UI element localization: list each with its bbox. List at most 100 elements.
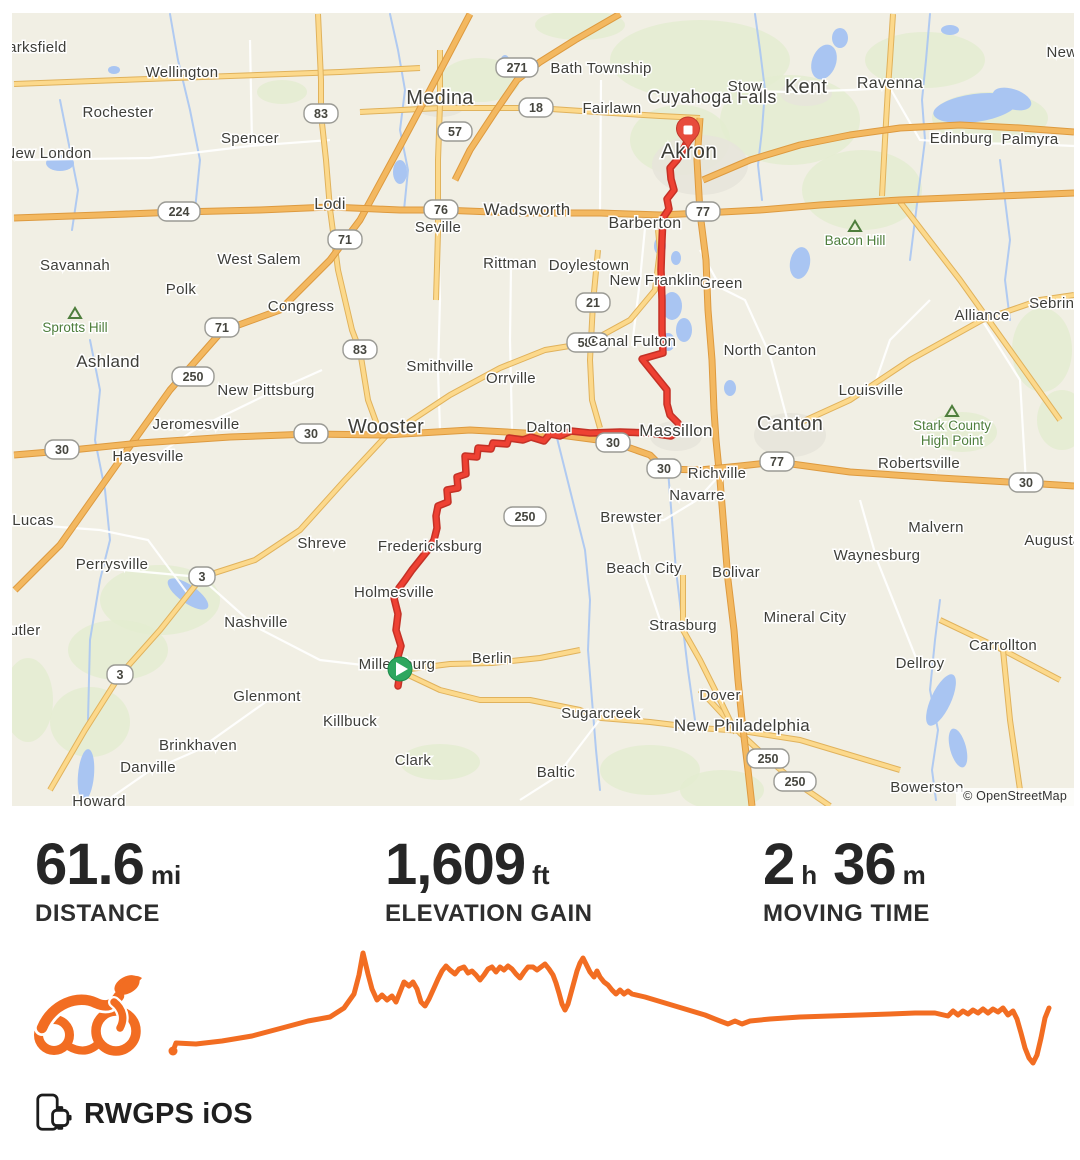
route-shield-number: 224	[169, 205, 190, 219]
map-town-label: Green	[699, 275, 742, 292]
time-label: MOVING TIME	[763, 900, 930, 927]
route-path	[391, 133, 692, 689]
minor-road	[111, 567, 398, 671]
stat-distance: 61.6 mi DISTANCE	[35, 836, 181, 928]
map-town-label: Killbuck	[323, 713, 377, 730]
map-town-label: Perrysville	[76, 556, 148, 573]
map-town-label: Clark	[395, 752, 432, 769]
peak-icon	[847, 219, 863, 232]
map-town-label: Canton	[757, 413, 823, 435]
map-town-label: Bath Township	[550, 60, 651, 77]
lake	[77, 749, 95, 801]
route-end-pin-center	[683, 125, 693, 135]
route-shield	[157, 201, 201, 222]
map-town-label: Barberton	[609, 215, 682, 232]
map-town-label: Savannah	[40, 257, 110, 274]
route-shield-number: 250	[758, 752, 779, 766]
lake	[811, 44, 837, 80]
minor-road	[699, 249, 792, 431]
elevation-profile-start-dot	[168, 1046, 178, 1056]
primary-road	[434, 50, 442, 301]
map-town-label: Shreve	[297, 535, 346, 552]
minor-road	[630, 477, 718, 524]
map-town-label: Strasburg	[649, 617, 717, 634]
map-town-label: Polk	[166, 281, 197, 298]
lake	[671, 251, 681, 265]
stat-moving-time: 2 h 36 m MOVING TIME	[763, 836, 930, 928]
lake	[393, 160, 407, 184]
route-start-play-icon	[396, 662, 408, 676]
elevation-value: 1,609	[385, 832, 526, 897]
lake	[789, 247, 811, 279]
map-town-label: Bowerston	[890, 779, 964, 796]
map-attribution: © OpenStreetMap	[956, 788, 1074, 806]
route-shield	[342, 339, 378, 360]
lake	[832, 28, 848, 48]
map-town-label: Kent	[785, 76, 827, 98]
route-shield	[1008, 472, 1044, 493]
forest-area	[802, 150, 922, 230]
route-shield-number: 3	[199, 570, 206, 584]
route-shield-number: 250	[515, 510, 536, 524]
route-shield-number: 250	[785, 775, 806, 789]
map-town-label: Fredericksburg	[378, 538, 482, 555]
map-town-label: Mineral City	[764, 609, 847, 626]
elevation-unit: ft	[532, 860, 550, 890]
route-shield-number: 30	[55, 443, 69, 457]
peak-icon	[944, 404, 960, 417]
map-town-label: Orrville	[486, 370, 536, 387]
time-minutes-unit: m	[902, 860, 926, 890]
route-shield	[423, 199, 459, 220]
primary-road	[13, 66, 421, 86]
route-shield-number: 57	[448, 125, 462, 139]
map-town-label: Butler	[12, 622, 41, 639]
route-shield	[293, 423, 329, 444]
map-town-label: Richville	[688, 465, 747, 482]
distance-value: 61.6	[35, 832, 145, 897]
map-town-label: Canal Fulton	[588, 333, 677, 350]
route-shield-number: 83	[353, 343, 367, 357]
map-town-label: Brewster	[600, 509, 662, 526]
elevation-profile-sparkline	[168, 950, 1052, 1066]
map-town-label: Cuyahoga Falls	[647, 87, 776, 107]
route-map[interactable]: 271 18 57 83 76 71 224 83 585 21 77 71 250 30 30 30 30 77…	[12, 13, 1074, 806]
map-town-label: New Pittsburg	[217, 382, 314, 399]
highway	[702, 122, 1074, 183]
forest-area	[610, 20, 790, 100]
map-town-label: New London	[12, 145, 92, 162]
peak-label: Bacon Hill	[825, 233, 886, 248]
route-shield	[575, 292, 611, 313]
forest-area	[600, 745, 700, 795]
map-town-label: Dover	[699, 687, 741, 704]
river	[169, 13, 202, 211]
route-shield	[437, 121, 473, 142]
lake	[948, 728, 968, 768]
route-shield	[495, 57, 539, 78]
map-town-label: Nashville	[224, 614, 288, 631]
primary-road	[401, 670, 901, 772]
phone-watch-icon	[36, 1093, 72, 1131]
map-town-label: Lucas	[12, 512, 54, 529]
route-shield	[106, 664, 134, 685]
route-shield-number: 30	[304, 427, 318, 441]
forest-area	[400, 744, 480, 780]
highway	[452, 13, 622, 182]
route-shield-number: 18	[529, 101, 543, 115]
primary-road	[401, 648, 581, 672]
river	[754, 13, 767, 201]
route-shield-number: 3	[117, 668, 124, 682]
minor-road	[981, 319, 1028, 484]
route-shield	[171, 366, 215, 387]
primary-road	[898, 200, 1062, 422]
urban-area	[754, 413, 826, 457]
map-town-label: Baltic	[537, 764, 576, 781]
minor-road	[858, 499, 922, 669]
map-town-label: Glenmont	[233, 688, 301, 705]
time-hours-value: 2	[763, 832, 795, 897]
map-town-label: Beach City	[606, 560, 682, 577]
map-canvas[interactable]: 271 18 57 83 76 71 224 83 585 21 77 71 250 30 30 30 30 77…	[12, 13, 1074, 806]
map-town-label: Carrollton	[969, 637, 1037, 654]
map-town-label: Howard	[72, 793, 126, 806]
highway	[13, 427, 1074, 489]
